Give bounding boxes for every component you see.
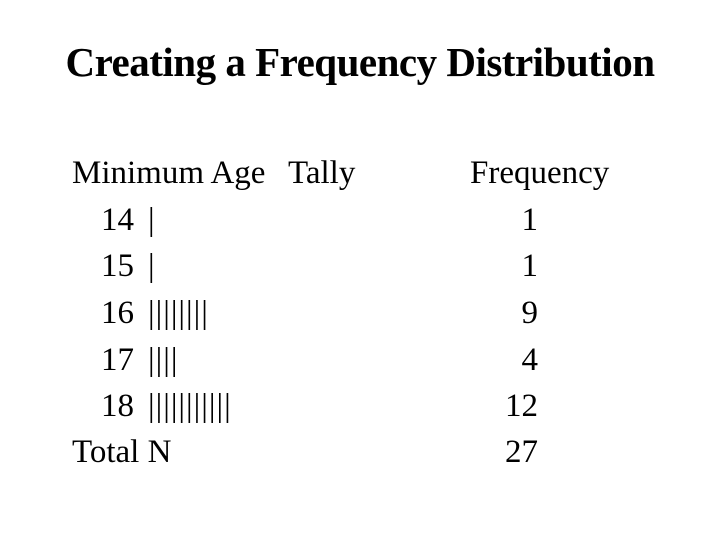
total-frequency: 27 [505, 434, 538, 470]
table-row: 15 | 1 [0, 243, 720, 289]
frequency-cell: 1 [521, 248, 539, 284]
tally-cell: ||||||||||| [148, 388, 232, 424]
table-row: 14 | 1 [0, 197, 720, 243]
table-row: 16 |||||||| 9 [0, 290, 720, 336]
table-row: 18 ||||||||||| 12 [0, 383, 720, 429]
table-total-row: Total N 27 [0, 429, 720, 475]
header-minimum-age: Minimum Age [72, 155, 266, 191]
age-cell: 14 [101, 202, 134, 238]
frequency-cell: 4 [521, 342, 539, 378]
table-header-row: Minimum Age Tally Frequency [0, 150, 720, 196]
tally-cell: |||||||| [148, 295, 209, 331]
frequency-cell: 9 [521, 295, 539, 331]
tally-cell: |||| [148, 342, 179, 378]
age-cell: 18 [101, 388, 134, 424]
table-row: 17 |||| 4 [0, 337, 720, 383]
header-frequency: Frequency [470, 155, 610, 191]
frequency-cell: 12 [505, 388, 538, 424]
tally-cell: | [148, 202, 156, 238]
frequency-cell: 1 [521, 202, 539, 238]
slide-title: Creating a Frequency Distribution [65, 39, 655, 85]
age-cell: 16 [101, 295, 134, 331]
tally-cell: | [148, 248, 156, 284]
total-label: Total N [72, 434, 172, 470]
header-tally: Tally [288, 155, 356, 191]
age-cell: 17 [101, 342, 134, 378]
age-cell: 15 [101, 248, 134, 284]
